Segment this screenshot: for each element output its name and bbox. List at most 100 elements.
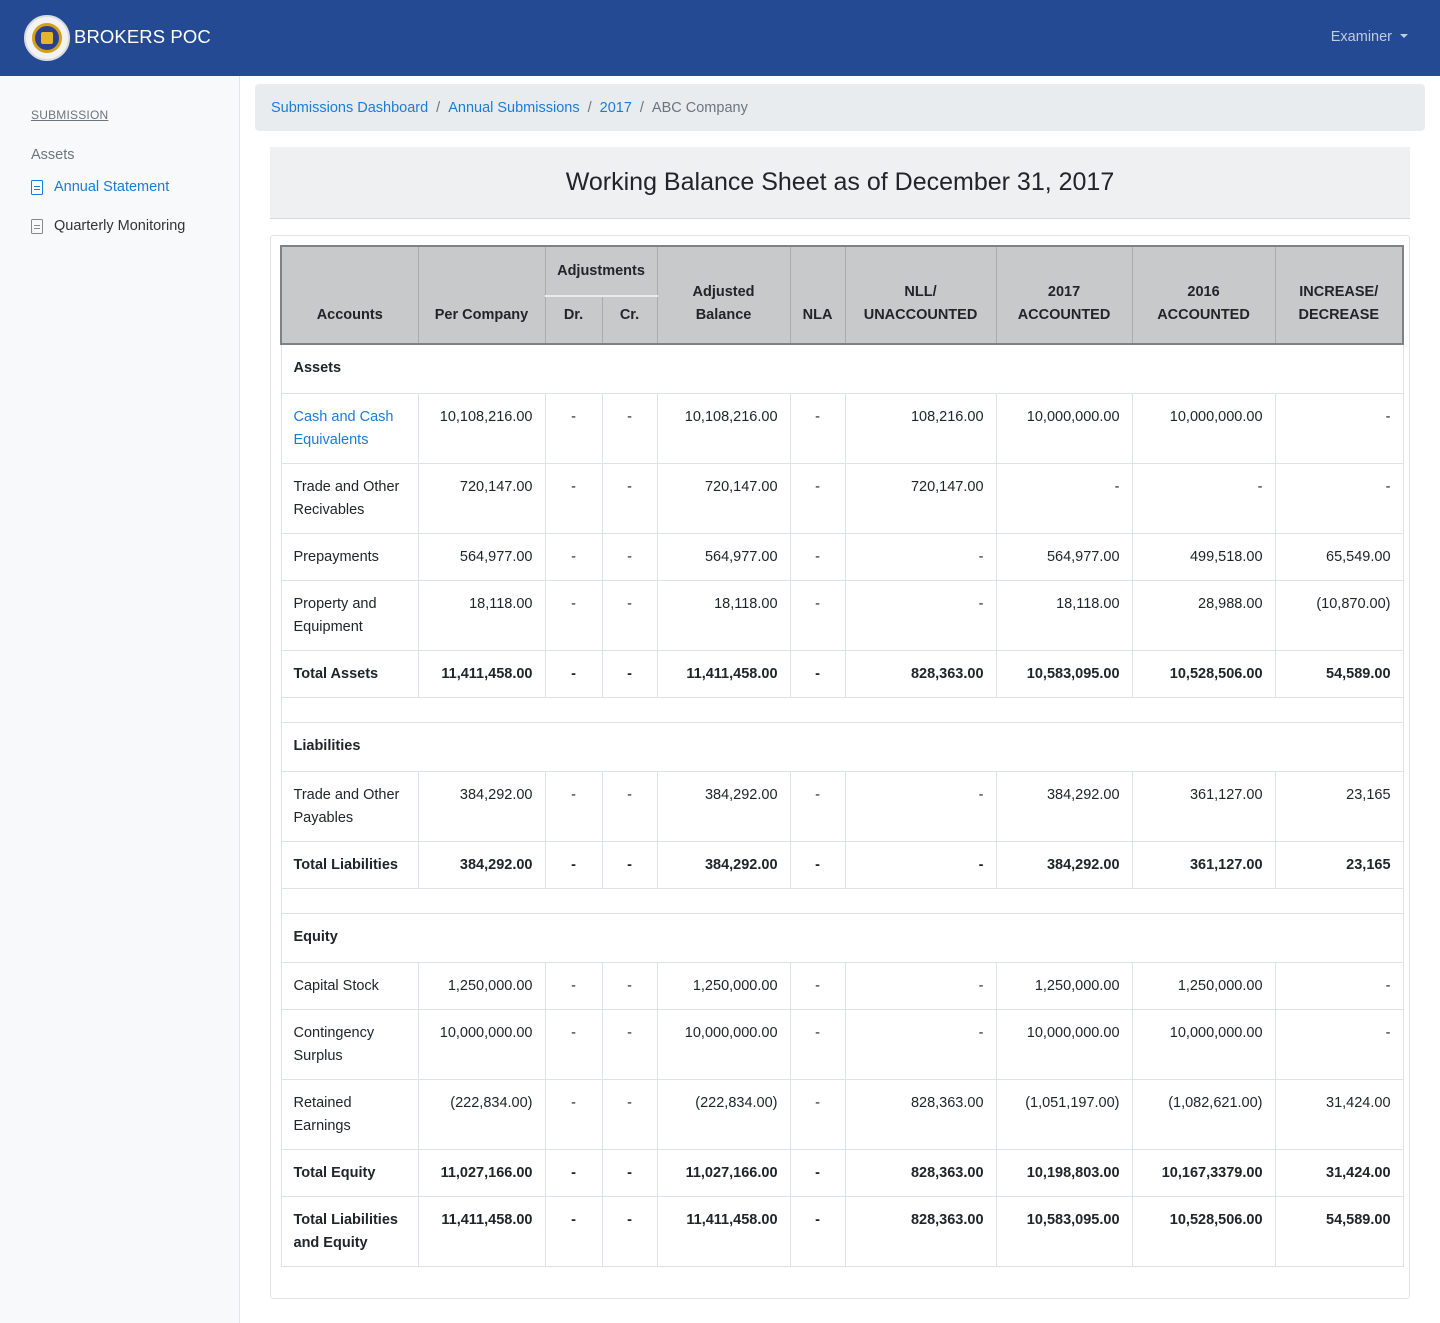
cell-cr: - <box>601 1148 658 1197</box>
cell-cr: - <box>601 462 658 534</box>
cell-nll-unaccounted: - <box>844 532 997 581</box>
cell-nll-unaccounted: - <box>844 840 997 889</box>
col-header-increase-decrease: INCREASE/DECREASE <box>1274 245 1404 345</box>
brand-name[interactable]: BROKERS POC <box>74 26 211 47</box>
cell-dr: - <box>544 532 603 581</box>
cell-accounted-2017: 564,977.00 <box>995 532 1133 581</box>
table-row: Cash and Cash Equivalents 10,108,216.00- -… <box>280 392 1404 464</box>
cell-nll-unaccounted: - <box>844 770 997 842</box>
cell-per-company: 384,292.00 <box>417 770 546 842</box>
cell-nla: - <box>789 532 846 581</box>
cell-accounted-2016: (1,082,621.00) <box>1131 1078 1276 1150</box>
document-icon <box>31 179 43 195</box>
cell-cr: - <box>601 1195 658 1267</box>
cell-increase-decrease: - <box>1274 462 1404 534</box>
cell-accounted-2016: 28,988.00 <box>1131 579 1276 651</box>
cell-per-company: (222,834.00) <box>417 1078 546 1150</box>
cell-dr: - <box>544 392 603 464</box>
cell-adjusted-balance: (222,834.00) <box>656 1078 791 1150</box>
cell-increase-decrease: 23,165 <box>1274 840 1404 889</box>
cell-adjusted-balance: 10,108,216.00 <box>656 392 791 464</box>
cell-adjusted-balance: 1,250,000.00 <box>656 961 791 1010</box>
cell-cr: - <box>601 579 658 651</box>
table-row-total: Total Equity 11,027,166.00- -11,027,166.00… <box>280 1148 1404 1197</box>
cell-adjusted-balance: 11,027,166.00 <box>656 1148 791 1197</box>
breadcrumb: Submissions Dashboard / Annual Submissio… <box>255 84 1425 131</box>
col-header-adjusted-balance: Adjusted Balance <box>656 245 791 345</box>
cell-dr: - <box>544 1148 603 1197</box>
cell-increase-decrease: 65,549.00 <box>1274 532 1404 581</box>
cell-nla: - <box>789 961 846 1010</box>
col-header-nla: NLA <box>789 245 846 345</box>
table-row: Prepayments 564,977.00- -564,977.00- -564,9… <box>280 532 1404 581</box>
cell-increase-decrease: (10,870.00) <box>1274 579 1404 651</box>
sidebar-heading[interactable]: SUBMISSION <box>31 108 109 122</box>
cell-adjusted-balance: 564,977.00 <box>656 532 791 581</box>
col-header-dr: Dr. <box>544 295 603 345</box>
breadcrumb-year[interactable]: 2017 <box>599 99 632 116</box>
cell-accounted-2017: 10,198,803.00 <box>995 1148 1133 1197</box>
cell-accounted-2016: 361,127.00 <box>1131 770 1276 842</box>
document-icon <box>31 218 43 234</box>
cell-nla: - <box>789 1148 846 1197</box>
cell-cr: - <box>601 532 658 581</box>
cell-accounted-2017: 10,000,000.00 <box>995 1008 1133 1080</box>
cell-adjusted-balance: 10,000,000.00 <box>656 1008 791 1080</box>
cell-nll-unaccounted: 828,363.00 <box>844 1195 997 1267</box>
sidebar: SUBMISSION Assets Annual Statement Quart… <box>0 76 240 1323</box>
cell-account: Total Liabilities and Equity <box>280 1195 419 1267</box>
cell-adjusted-balance: 384,292.00 <box>656 770 791 842</box>
balance-sheet-table: Accounts Per Company Adjustments Adjuste… <box>280 245 1404 1267</box>
cell-accounted-2016: 10,167,3379.00 <box>1131 1148 1276 1197</box>
cell-dr: - <box>544 1195 603 1267</box>
user-menu-dropdown[interactable]: Examiner <box>1331 29 1408 45</box>
col-header-adjustments: Adjustments <box>544 245 658 297</box>
cell-accounted-2017: 18,118.00 <box>995 579 1133 651</box>
cell-accounted-2016: 10,528,506.00 <box>1131 649 1276 698</box>
cell-nll-unaccounted: 828,363.00 <box>844 1078 997 1150</box>
section-liabilities: Liabilities <box>280 721 1404 772</box>
breadcrumb-separator: / <box>436 99 441 116</box>
col-header-per-company: Per Company <box>417 245 546 345</box>
cell-dr: - <box>544 840 603 889</box>
cell-accounted-2016: 361,127.00 <box>1131 840 1276 889</box>
cell-per-company: 564,977.00 <box>417 532 546 581</box>
sidebar-item-quarterly-monitoring[interactable]: Quarterly Monitoring <box>31 218 185 234</box>
sidebar-item-annual-statement[interactable]: Annual Statement <box>31 179 169 195</box>
col-header-nll-unaccounted: NLL/UNACCOUNTED <box>844 245 997 345</box>
cell-cr: - <box>601 770 658 842</box>
table-row: Contingency Surplus 10,000,000.00- -10,000… <box>280 1008 1404 1080</box>
cell-account: Contingency Surplus <box>280 1008 419 1080</box>
breadcrumb-annual-submissions[interactable]: Annual Submissions <box>448 99 580 116</box>
cell-per-company: 11,411,458.00 <box>417 649 546 698</box>
row-spacer <box>280 887 1404 914</box>
brand-logo-icon[interactable] <box>24 15 70 61</box>
cell-dr: - <box>544 649 603 698</box>
cell-cr: - <box>601 840 658 889</box>
cell-account: Total Equity <box>280 1148 419 1197</box>
col-header-cr: Cr. <box>601 295 658 345</box>
cell-account: Prepayments <box>280 532 419 581</box>
cell-accounted-2016: 10,000,000.00 <box>1131 1008 1276 1080</box>
col-header-accounts: Accounts <box>280 245 419 345</box>
cell-account: Total Liabilities <box>280 840 419 889</box>
breadcrumb-submissions-dashboard[interactable]: Submissions Dashboard <box>271 99 429 116</box>
cell-nla: - <box>789 1008 846 1080</box>
cell-accounted-2017: (1,051,197.00) <box>995 1078 1133 1150</box>
cell-account: Total Assets <box>280 649 419 698</box>
caret-down-icon <box>1400 34 1408 38</box>
cell-accounted-2016: 499,518.00 <box>1131 532 1276 581</box>
cell-increase-decrease: - <box>1274 392 1404 464</box>
table-row-total: Total Liabilities 384,292.00- -384,292.00-… <box>280 840 1404 889</box>
account-link[interactable]: Cash and Cash Equivalents <box>280 392 419 464</box>
cell-nla: - <box>789 770 846 842</box>
cell-accounted-2017: 384,292.00 <box>995 840 1133 889</box>
table-row: Trade and Other Payables 384,292.00- -384,… <box>280 770 1404 842</box>
cell-nll-unaccounted: 828,363.00 <box>844 649 997 698</box>
cell-per-company: 384,292.00 <box>417 840 546 889</box>
cell-per-company: 18,118.00 <box>417 579 546 651</box>
cell-increase-decrease: 31,424.00 <box>1274 1148 1404 1197</box>
cell-nla: - <box>789 462 846 534</box>
table-row: Trade and Other Recivables 720,147.00- -72… <box>280 462 1404 534</box>
cell-accounted-2017: 10,000,000.00 <box>995 392 1133 464</box>
